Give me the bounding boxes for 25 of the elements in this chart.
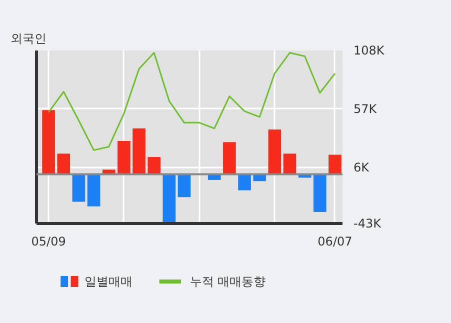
bar — [313, 174, 326, 212]
x-tick-label: 05/09 — [31, 234, 66, 248]
y-tick-label: 57K — [354, 102, 378, 116]
bar — [223, 142, 236, 174]
legend-label: 누적 매매동향 — [190, 274, 266, 288]
bar — [162, 174, 176, 224]
y-tick-label: 6K — [354, 160, 370, 174]
y-tick-label: 108K — [354, 44, 386, 58]
legend-label: 일별매매 — [84, 274, 133, 288]
bar — [118, 141, 130, 174]
bar — [72, 174, 86, 202]
bar — [328, 154, 342, 174]
chart-title: 외국인 — [10, 32, 46, 46]
bar — [57, 154, 70, 174]
y-tick-label: -43K — [354, 216, 382, 230]
bar — [238, 174, 251, 190]
bar — [148, 157, 160, 174]
bar — [132, 128, 146, 174]
line-series — [48, 52, 336, 151]
bar — [42, 110, 55, 174]
x-tick-label: 06/07 — [318, 234, 352, 248]
bar — [283, 154, 296, 174]
bar — [178, 174, 191, 198]
bar — [87, 174, 100, 206]
bar — [268, 130, 282, 174]
